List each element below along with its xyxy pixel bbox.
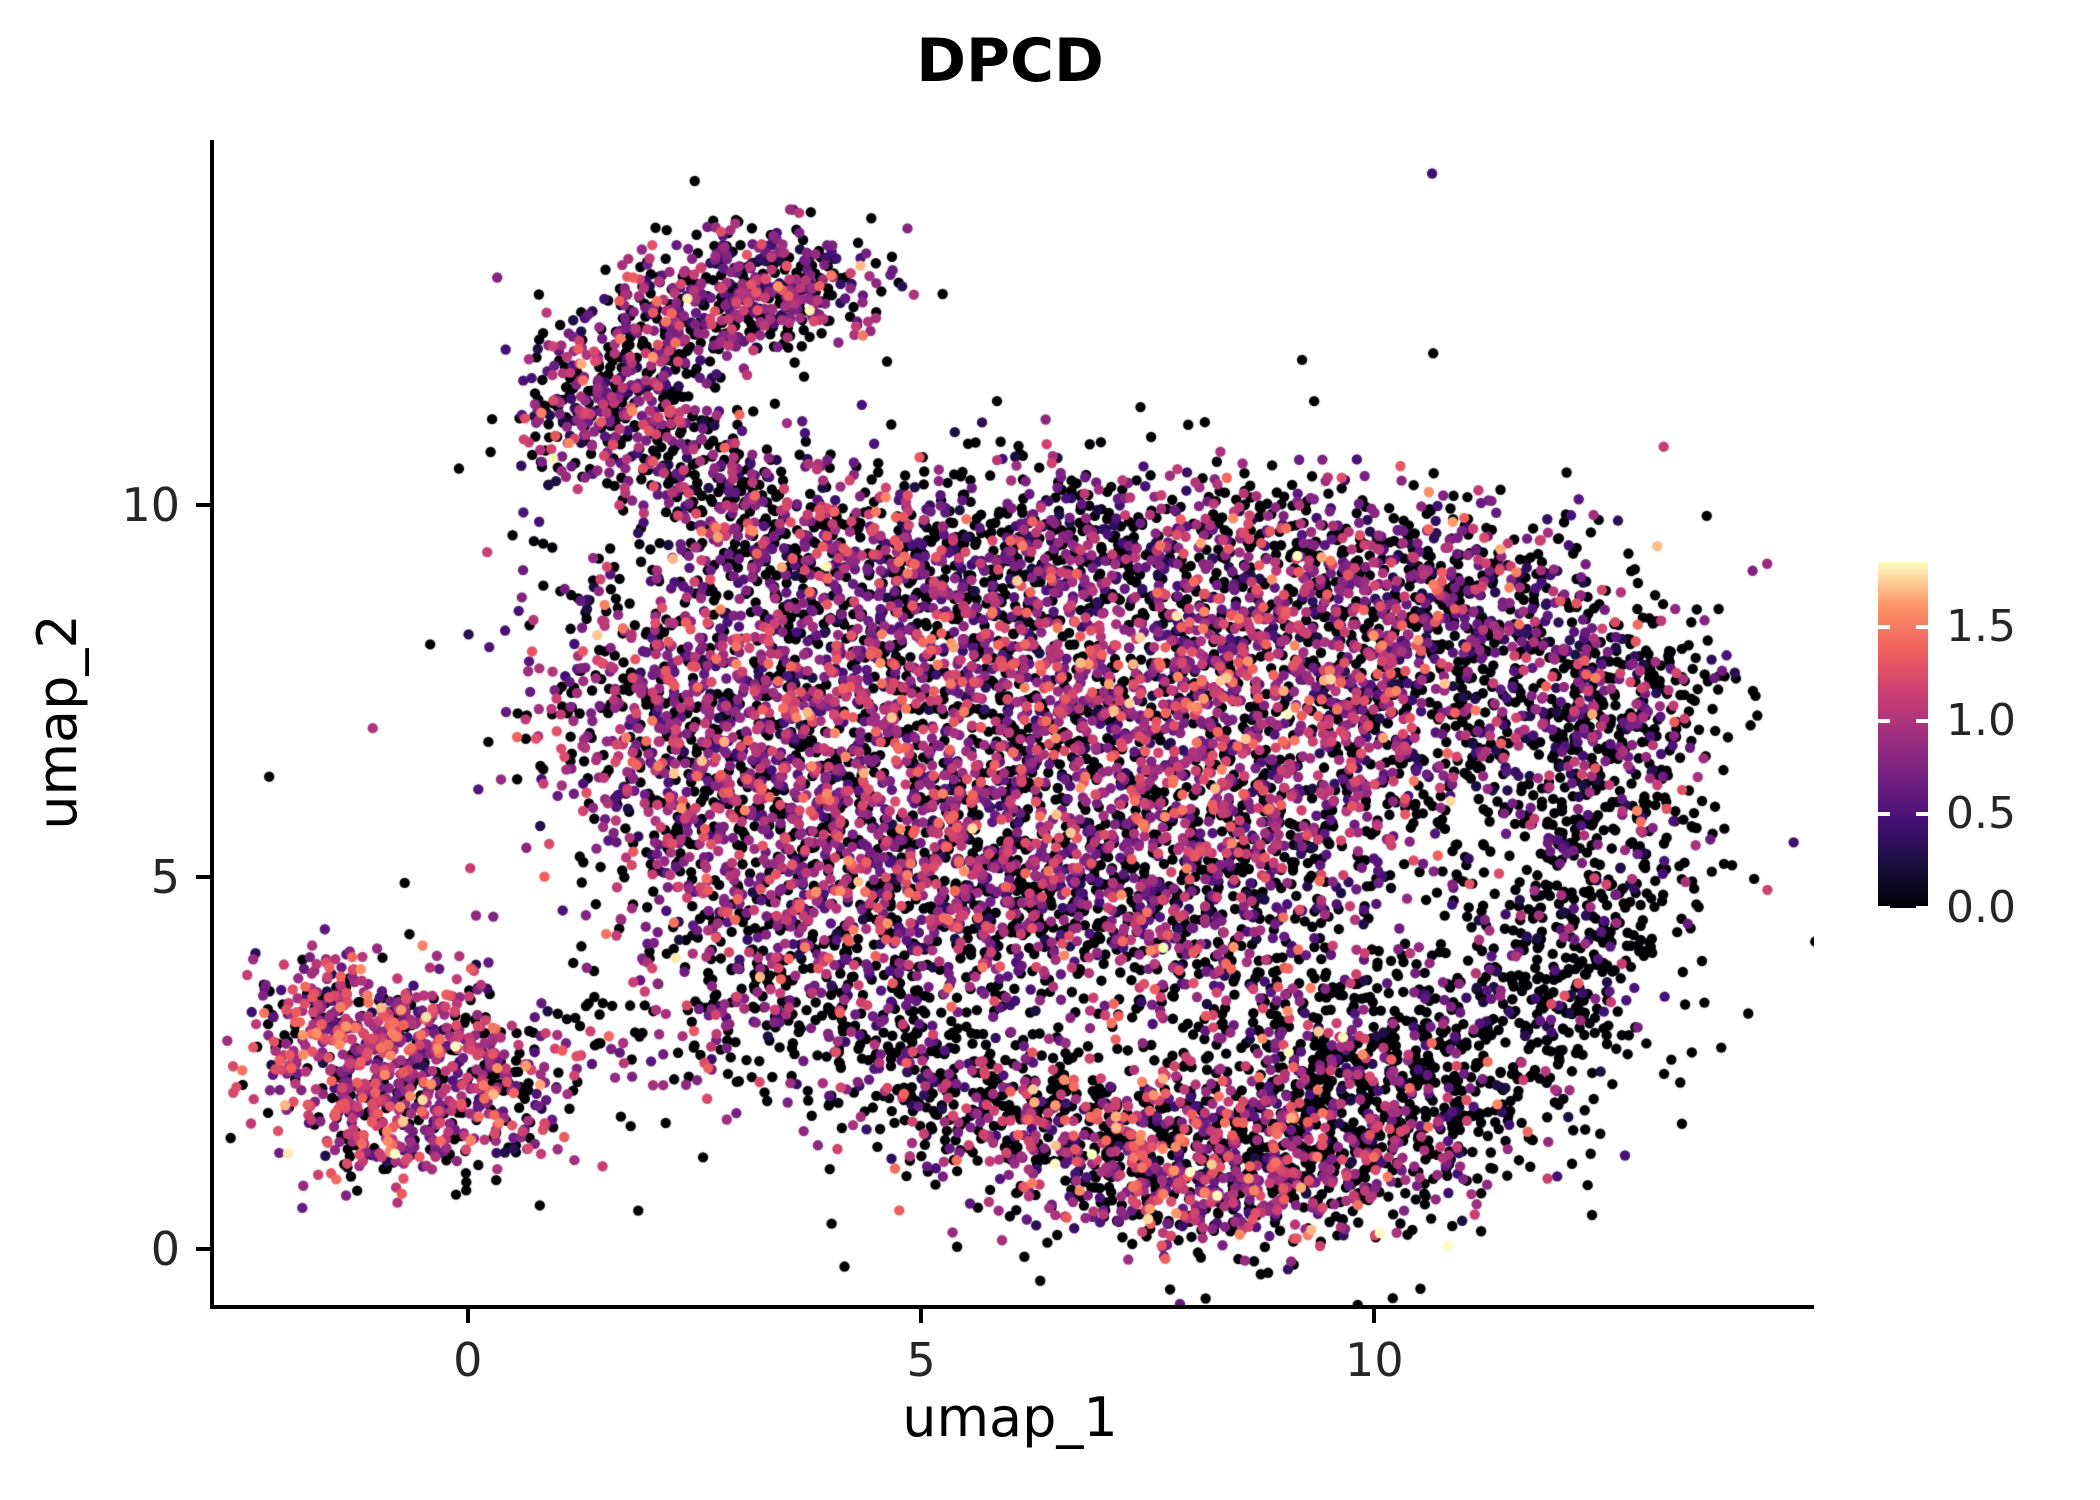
colorbar-tick (1916, 812, 1928, 817)
x-tick-label: 10 (1345, 1333, 1404, 1387)
colorbar-tick (1878, 906, 1890, 910)
y-tick-label: 0 (150, 1222, 180, 1277)
y-tick-label: 5 (150, 849, 180, 904)
plot-area: 0 5 10 0 5 10 (121, 140, 1814, 1387)
y-axis-tick (196, 502, 214, 507)
colorbar-tick-label: 0.5 (1946, 788, 2016, 840)
x-axis-tick (919, 1305, 924, 1323)
colorbar-tick (1916, 718, 1928, 723)
x-axis-tick (465, 1305, 470, 1323)
x-axis-label: umap_1 (902, 1386, 1118, 1449)
x-tick-label: 0 (453, 1333, 483, 1387)
x-tick-label: 5 (906, 1333, 936, 1387)
expression-colorbar-legend: 0.0 0.5 1.0 1.5 (1878, 562, 2098, 933)
colorbar-tick (1916, 906, 1928, 910)
colorbar-tick (1878, 625, 1890, 630)
colorbar-tick-label: 1.5 (1946, 601, 2016, 653)
colorbar-tick-label: 0.0 (1946, 882, 2016, 933)
colorbar-tick (1916, 625, 1928, 630)
colorbar-gradient (1878, 562, 1928, 910)
y-tick-label: 10 (121, 477, 180, 532)
colorbar-tick (1878, 718, 1890, 723)
plot-title: DPCD (916, 26, 1104, 96)
colorbar-tick (1878, 812, 1890, 817)
y-axis-label: umap_2 (26, 614, 89, 830)
y-axis-tick (196, 874, 214, 879)
umap-scatter-canvas (214, 140, 1814, 1305)
x-axis-tick (1372, 1305, 1377, 1323)
colorbar-tick-label: 1.0 (1946, 694, 2016, 746)
y-axis-tick (196, 1247, 214, 1252)
